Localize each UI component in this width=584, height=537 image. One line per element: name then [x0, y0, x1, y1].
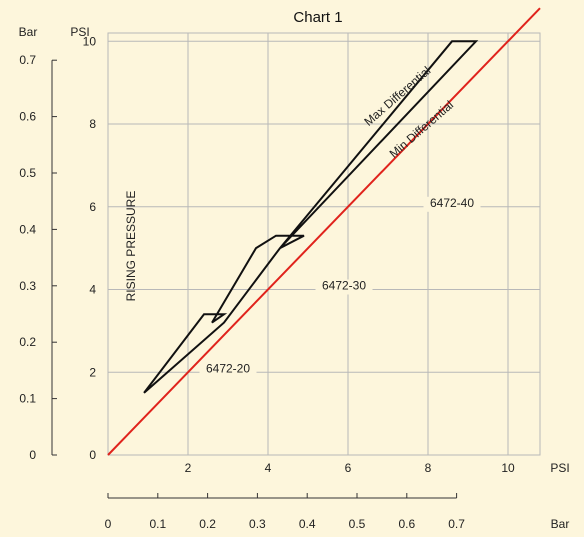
- plot-frame: [107, 32, 541, 456]
- y-tick-label-bar: 0.6: [19, 110, 36, 124]
- annotation-group: 6472-40: [423, 196, 481, 212]
- x-tick-label-bar: 0.3: [249, 517, 266, 531]
- annotation-background: [423, 196, 481, 212]
- axes: 2 4 6 8 10 2 4 6 8 10 0 0 0.1 0.2 0.3 0.4 0.5 0.6 0.7 0 0.1 0…: [19, 34, 515, 531]
- y-axis-unit-psi: PSI: [70, 25, 89, 39]
- annotation-label: 6472-20: [206, 361, 250, 375]
- x-tick-label-bar: 0.2: [199, 517, 216, 531]
- y-tick-label: 8: [89, 117, 96, 131]
- annotation-label: 6472-30: [322, 279, 366, 293]
- x-tick-label-bar: 0.6: [398, 517, 415, 531]
- y-tick-label: 0: [89, 448, 96, 462]
- annotation-group: 6472-20: [199, 361, 257, 378]
- series: [107, 7, 541, 456]
- y-tick-label: 4: [89, 283, 96, 297]
- y-tick-label-bar: 0.1: [19, 392, 36, 406]
- y-tick-label: 10: [83, 34, 97, 48]
- x-tick-label-bar: 0: [105, 517, 112, 531]
- differential-envelope: [143, 40, 479, 394]
- y-tick-label-bar: 0.5: [19, 166, 36, 180]
- x-tick-label: 6: [345, 461, 352, 475]
- annotation-background: [199, 362, 257, 378]
- x-tick-label: 4: [265, 461, 272, 475]
- annotation-group: 6472-30: [315, 279, 373, 295]
- x-tick-label-bar: 0.5: [349, 517, 366, 531]
- annotation-background: [315, 279, 373, 295]
- x-tick-label-bar: 0.7: [448, 517, 465, 531]
- annotation-label: 6472-40: [430, 196, 474, 210]
- x-tick-label: 10: [501, 461, 515, 475]
- y-axis-label: RISING PRESSURE: [124, 191, 138, 302]
- y-tick-label-bar: 0.2: [19, 335, 36, 349]
- grid: [107, 32, 541, 456]
- x-tick-label-bar: 0.1: [149, 517, 166, 531]
- y-tick-label: 2: [89, 365, 96, 379]
- x-axis-unit-bar: Bar: [551, 517, 570, 531]
- y-tick-label: 6: [89, 200, 96, 214]
- y-tick-label-bar: 0.3: [19, 279, 36, 293]
- y-axis-unit-bar: Bar: [19, 25, 38, 39]
- x-axis-unit-psi: PSI: [550, 461, 569, 475]
- y-tick-label-bar: 0.7: [19, 53, 36, 67]
- y-tick-label-bar: 0: [29, 448, 36, 462]
- x-tick-label: 2: [185, 461, 192, 475]
- x-tick-label: 8: [425, 461, 432, 475]
- chart-title: Chart 1: [293, 9, 342, 26]
- x-tick-label-bar: 0.4: [299, 517, 316, 531]
- reference-line: [107, 7, 541, 456]
- y-tick-label-bar: 0.4: [19, 222, 36, 236]
